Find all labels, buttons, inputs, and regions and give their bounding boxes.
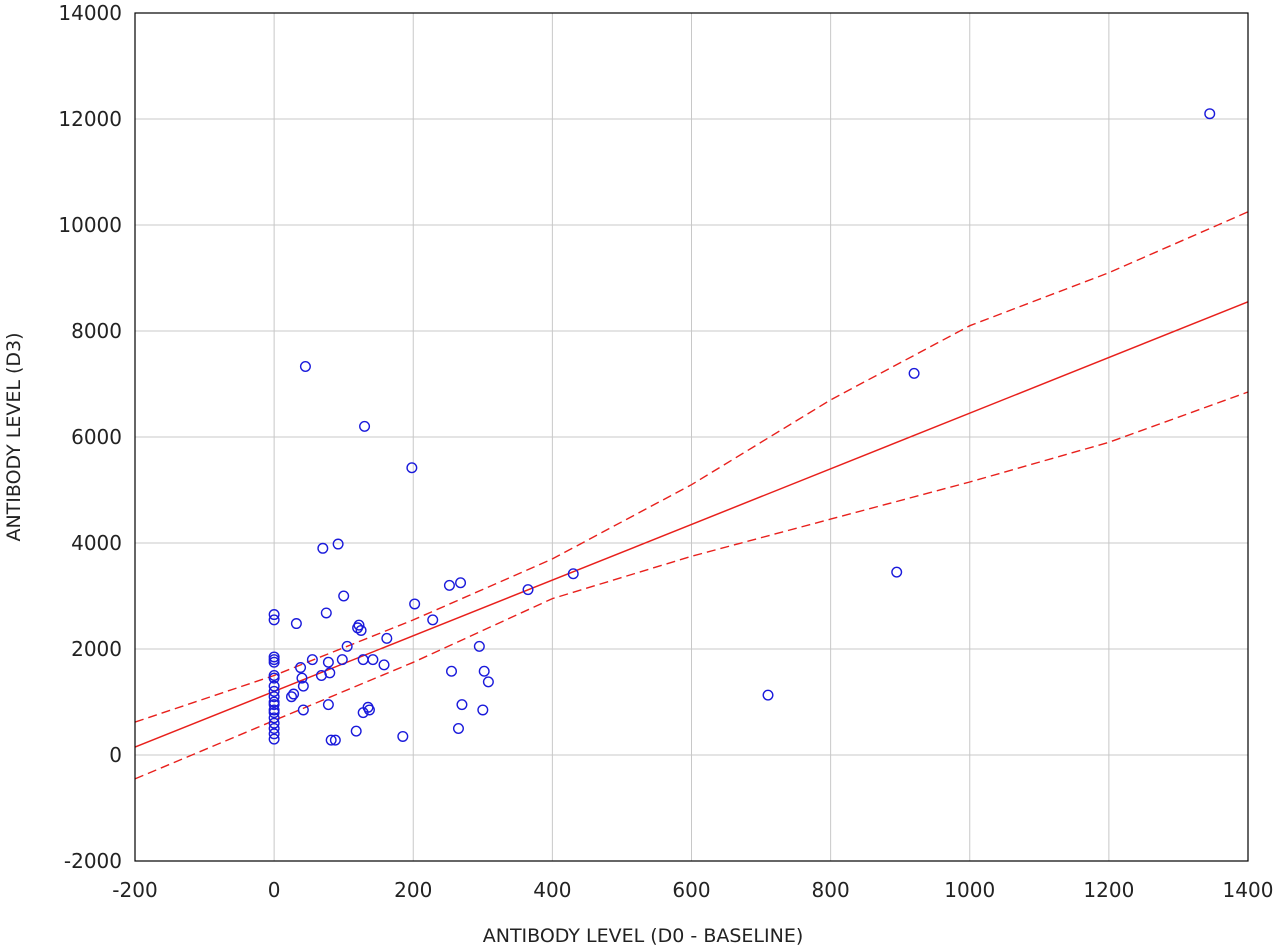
data-point <box>268 712 280 724</box>
data-point <box>891 566 903 578</box>
upper-confidence-line <box>134 211 1249 723</box>
x-tick-label: -200 <box>112 878 157 902</box>
data-point <box>353 619 365 631</box>
lower-confidence-line <box>134 391 1249 780</box>
data-point <box>268 733 280 745</box>
data-point <box>288 688 300 700</box>
data-point <box>359 420 371 432</box>
data-point <box>482 676 494 688</box>
data-point <box>299 361 311 373</box>
data-point <box>406 462 418 474</box>
data-point <box>443 579 455 591</box>
data-point <box>296 672 308 684</box>
y-tick-labels: -2000 0 2000 4000 6000 8000 10000 12000 14000 <box>58 1 122 873</box>
y-tick-label: 4000 <box>71 531 122 555</box>
data-point <box>297 680 309 692</box>
x-axis-title: ANTIBODY LEVEL (D0 - BASELINE) <box>483 925 804 947</box>
data-point <box>322 699 334 711</box>
x-tick-label: 800 <box>812 878 850 902</box>
y-tick-label: -2000 <box>64 849 122 873</box>
data-point <box>268 728 280 740</box>
x-tick-labels: -200 0 200 400 600 800 1000 1200 1400 <box>112 878 1273 902</box>
data-point <box>295 662 307 674</box>
data-point <box>320 607 332 619</box>
data-point <box>268 691 280 703</box>
data-point <box>290 618 302 630</box>
data-point <box>268 609 280 621</box>
y-axis-title: ANTIBODY LEVEL (D3) <box>3 332 25 541</box>
plot-frame <box>134 12 1249 862</box>
data-point <box>268 723 280 735</box>
data-point <box>397 730 409 742</box>
data-point <box>478 665 490 677</box>
data-point <box>341 640 353 652</box>
data-point <box>355 624 367 636</box>
data-point <box>427 614 439 626</box>
data-point <box>268 680 280 692</box>
data-point <box>908 367 920 379</box>
x-tick-label: 400 <box>533 878 571 902</box>
data-point <box>452 723 464 735</box>
data-point <box>317 542 329 554</box>
data-point <box>378 659 390 671</box>
data-point <box>338 590 350 602</box>
grid-lines <box>134 12 1249 862</box>
x-tick-label: 200 <box>394 878 432 902</box>
data-point <box>446 665 458 677</box>
data-point <box>381 632 393 644</box>
data-point <box>352 622 364 634</box>
data-point <box>522 584 534 596</box>
y-tick-label: 14000 <box>58 1 122 25</box>
data-point <box>367 654 379 666</box>
x-tick-label: 600 <box>672 878 710 902</box>
data-point <box>268 699 280 711</box>
data-point <box>362 701 374 713</box>
data-point <box>268 685 280 697</box>
fit-line <box>134 301 1249 748</box>
data-point <box>297 704 309 716</box>
y-tick-label: 0 <box>109 743 122 767</box>
y-tick-label: 6000 <box>71 425 122 449</box>
x-tick-label: 1000 <box>944 878 995 902</box>
data-points <box>268 108 1216 746</box>
data-point <box>567 568 579 580</box>
data-point <box>455 577 467 589</box>
data-point <box>332 538 344 550</box>
data-point <box>268 672 280 684</box>
data-point <box>286 691 298 703</box>
data-point <box>268 656 280 668</box>
data-point <box>477 704 489 716</box>
data-point <box>268 614 280 626</box>
data-point <box>268 707 280 719</box>
regression-line <box>134 301 1249 748</box>
data-point <box>324 667 336 679</box>
y-tick-label: 2000 <box>71 637 122 661</box>
x-tick-label: 0 <box>268 878 281 902</box>
y-tick-label: 12000 <box>58 107 122 131</box>
data-point <box>456 699 468 711</box>
data-point <box>336 654 348 666</box>
data-point <box>762 689 774 701</box>
data-point <box>268 717 280 729</box>
x-tick-label: 1400 <box>1223 878 1274 902</box>
data-point <box>325 734 337 746</box>
data-point <box>306 654 318 666</box>
confidence-band <box>134 211 1249 780</box>
y-tick-label: 8000 <box>71 319 122 343</box>
data-point <box>350 725 362 737</box>
y-tick-label: 10000 <box>58 213 122 237</box>
data-point <box>322 656 334 668</box>
data-point <box>473 640 485 652</box>
data-point <box>329 734 341 746</box>
data-point <box>409 598 421 610</box>
data-point <box>363 704 375 716</box>
x-tick-label: 1200 <box>1083 878 1134 902</box>
data-point <box>1204 108 1216 120</box>
